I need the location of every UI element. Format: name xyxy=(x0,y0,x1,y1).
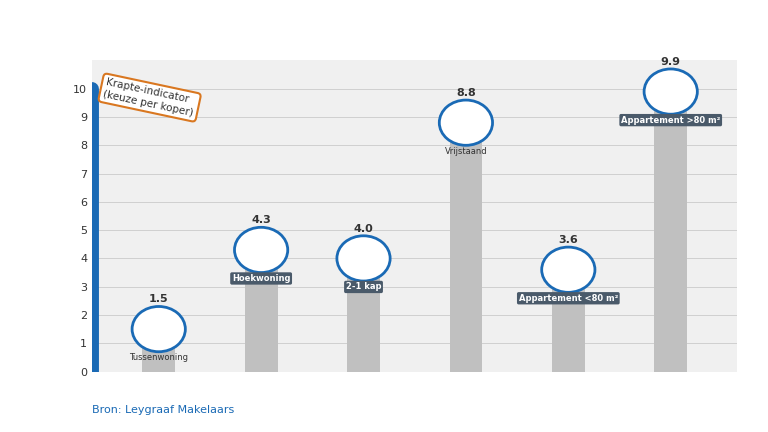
Ellipse shape xyxy=(337,236,390,281)
Text: Vrijstaand: Vrijstaand xyxy=(445,147,487,156)
Text: 2-1 kap: 2-1 kap xyxy=(346,283,381,292)
Bar xyxy=(347,258,380,372)
Ellipse shape xyxy=(234,227,288,273)
Ellipse shape xyxy=(644,69,697,114)
Text: 4.3: 4.3 xyxy=(251,215,271,225)
Bar xyxy=(245,250,277,372)
Text: Appartement <80 m²: Appartement <80 m² xyxy=(518,294,618,303)
Text: 9.9: 9.9 xyxy=(660,57,680,67)
Text: Krapte-indicator
(keuze per koper): Krapte-indicator (keuze per koper) xyxy=(102,77,197,118)
Text: Appartement >80 m²: Appartement >80 m² xyxy=(621,116,720,124)
Text: 4.0: 4.0 xyxy=(353,223,373,234)
Text: Tussenwoning: Tussenwoning xyxy=(129,353,188,362)
Bar xyxy=(142,329,175,372)
Text: Hoekwoning: Hoekwoning xyxy=(232,274,290,283)
Text: 3.6: 3.6 xyxy=(558,235,578,245)
Bar xyxy=(449,123,482,372)
Text: Bron: Leygraaf Makelaars: Bron: Leygraaf Makelaars xyxy=(92,405,234,415)
Text: 1.5: 1.5 xyxy=(149,294,168,304)
Bar xyxy=(552,270,584,372)
Text: Figuur 11: Krapte-indicator gemeente Bergen - tweede kwartaal 2024: Figuur 11: Krapte-indicator gemeente Ber… xyxy=(109,19,659,33)
Bar xyxy=(654,92,687,372)
Ellipse shape xyxy=(439,100,492,145)
Ellipse shape xyxy=(541,247,595,292)
Text: 8.8: 8.8 xyxy=(456,88,476,98)
Ellipse shape xyxy=(132,306,185,352)
